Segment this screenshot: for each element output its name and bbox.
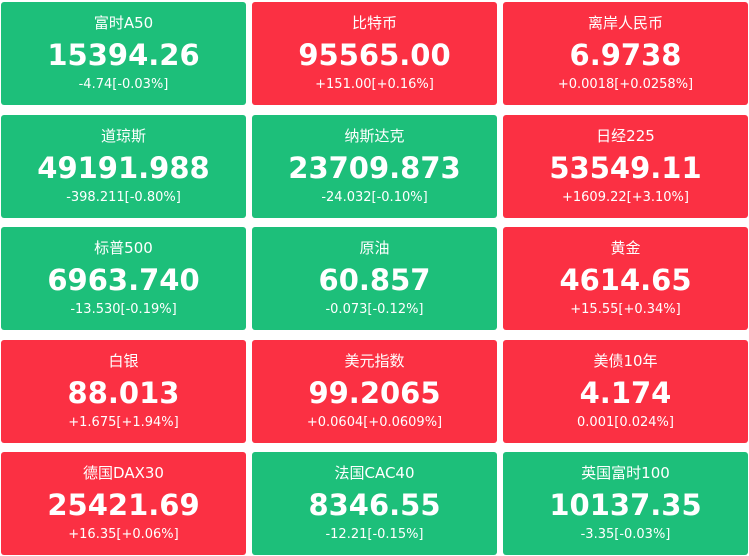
quote-price: 99.2065 [308,375,441,410]
quote-change: +15.55[+0.34%] [570,302,681,317]
quote-tile[interactable]: 富时A50 15394.26 -4.74[-0.03%] [1,2,246,105]
quote-name: 白银 [108,351,139,370]
quote-name: 比特币 [351,14,397,32]
quote-change: 0.001[0.024%] [577,414,674,430]
quote-tile[interactable]: 英国富时100 10137.35 -3.35[-0.03%] [503,452,748,555]
quote-name: 纳斯达克 [344,126,405,145]
quote-price: 10137.35 [549,488,702,522]
quote-name: 原油 [359,239,390,257]
quote-tile[interactable]: 离岸人民币 6.9738 +0.0018[+0.0258%] [503,2,748,105]
quote-price: 25421.69 [47,488,200,522]
quote-price: 4.174 [579,375,672,410]
quote-tile[interactable]: 日经225 53549.11 +1609.22[+3.10%] [503,114,748,218]
quote-price: 49191.988 [37,150,210,185]
quote-tile[interactable]: 道琼斯 49191.988 -398.211[-0.80%] [1,114,246,218]
quote-tile[interactable]: 德国DAX30 25421.69 +16.35[+0.06%] [1,452,246,555]
quote-price: 8346.55 [308,488,441,522]
quote-change: -4.74[-0.03%] [78,77,169,92]
quote-name: 标普500 [94,239,153,257]
quote-tile[interactable]: 白银 88.013 +1.675[+1.94%] [1,339,246,443]
quote-tile[interactable]: 纳斯达克 23709.873 -24.032[-0.10%] [252,114,497,218]
quote-tile[interactable]: 比特币 95565.00 +151.00[+0.16%] [252,2,497,105]
quote-tile[interactable]: 美元指数 99.2065 +0.0604[+0.0609%] [252,339,497,443]
quote-change: -398.211[-0.80%] [66,189,181,205]
quote-price: 4614.65 [559,263,692,297]
quote-price: 23709.873 [288,150,461,185]
quote-price: 53549.11 [549,150,702,185]
quote-change: +1609.22[+3.10%] [562,189,689,205]
quote-price: 88.013 [67,375,180,410]
quote-change: -0.073[-0.12%] [325,302,424,317]
quote-change: -12.21[-0.15%] [325,527,424,542]
quote-change: -24.032[-0.10%] [321,189,428,205]
quote-change: +0.0604[+0.0609%] [306,414,443,430]
quote-tile[interactable]: 原油 60.857 -0.073[-0.12%] [252,227,497,330]
quote-change: +1.675[+1.94%] [68,414,179,430]
quote-name: 英国富时100 [581,464,670,482]
quote-change: -13.530[-0.19%] [70,302,177,317]
quote-tile[interactable]: 黄金 4614.65 +15.55[+0.34%] [503,227,748,330]
quote-change: +0.0018[+0.0258%] [557,77,694,92]
quote-name: 离岸人民币 [587,14,663,32]
quote-price: 6963.740 [47,263,200,297]
quote-tile[interactable]: 标普500 6963.740 -13.530[-0.19%] [1,227,246,330]
quote-name: 道琼斯 [100,126,146,145]
quote-name: 黄金 [610,239,641,257]
quote-tile[interactable]: 法国CAC40 8346.55 -12.21[-0.15%] [252,452,497,555]
quote-name: 法国CAC40 [334,464,415,482]
quote-name: 德国DAX30 [83,464,164,482]
quote-change: +151.00[+0.16%] [315,77,434,92]
quote-change: +16.35[+0.06%] [68,527,179,542]
quote-price: 6.9738 [569,38,682,72]
quote-change: -3.35[-0.03%] [580,527,671,542]
quote-name: 美元指数 [344,351,405,370]
quote-name: 日经225 [596,126,655,145]
quote-price: 60.857 [318,263,431,297]
quote-name: 美债10年 [593,351,658,370]
quote-price: 15394.26 [47,38,200,72]
quote-tile[interactable]: 美债10年 4.174 0.001[0.024%] [503,339,748,443]
quote-name: 富时A50 [93,14,154,32]
quote-price: 95565.00 [298,38,451,72]
